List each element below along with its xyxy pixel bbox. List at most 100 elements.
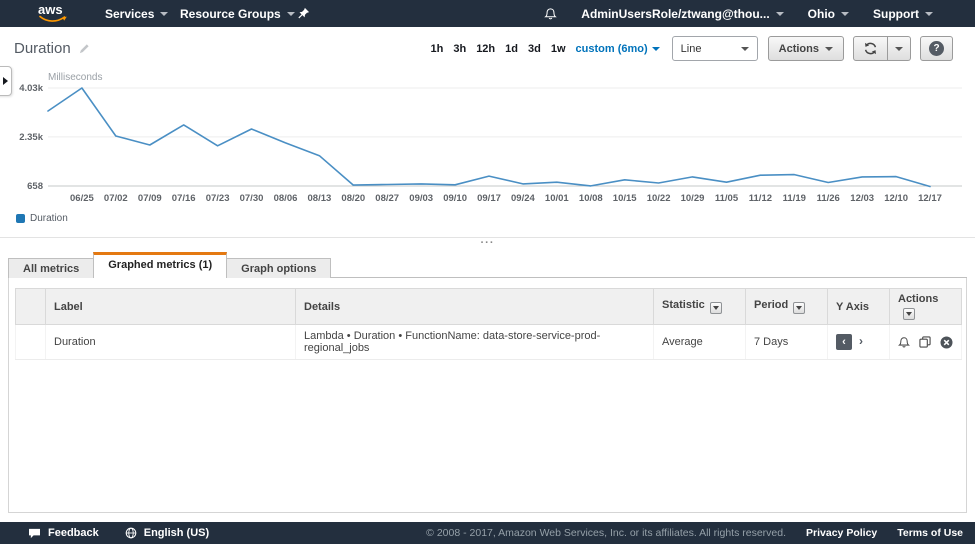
metric-title-text: Duration bbox=[14, 40, 71, 57]
column-header-label: Label bbox=[46, 289, 296, 325]
column-header-actions: Actions bbox=[890, 289, 962, 325]
svg-text:10/22: 10/22 bbox=[647, 193, 671, 204]
actions-button-label: Actions bbox=[779, 43, 819, 55]
pin-icon bbox=[297, 7, 310, 20]
svg-text:09/03: 09/03 bbox=[409, 193, 433, 204]
column-header-swatch bbox=[16, 289, 46, 325]
svg-text:08/20: 08/20 bbox=[341, 193, 365, 204]
tab-graphed-metrics[interactable]: Graphed metrics (1) bbox=[93, 252, 227, 278]
language-selector[interactable]: English (US) bbox=[125, 527, 209, 539]
actions-filter-icon[interactable] bbox=[903, 308, 915, 320]
svg-text:10/08: 10/08 bbox=[579, 193, 603, 204]
edit-pencil-icon[interactable] bbox=[79, 43, 90, 54]
time-range-1h[interactable]: 1h bbox=[431, 43, 444, 55]
time-range-1w[interactable]: 1w bbox=[551, 43, 566, 55]
duplicate-icon[interactable] bbox=[919, 336, 931, 348]
custom-time-range-button[interactable]: custom (6mo) bbox=[576, 43, 660, 55]
metrics-tabbar: All metricsGraphed metrics (1)Graph opti… bbox=[8, 255, 967, 278]
svg-text:09/24: 09/24 bbox=[511, 193, 535, 204]
account-menu[interactable]: AdminUsersRole/ztwang@thou... bbox=[581, 0, 783, 27]
metric-period-cell[interactable]: 7 Days bbox=[746, 325, 828, 360]
legend-color-swatch bbox=[16, 214, 25, 223]
svg-text:12/03: 12/03 bbox=[850, 193, 874, 204]
legend-label: Duration bbox=[30, 213, 68, 224]
page-title: Duration bbox=[14, 40, 90, 57]
time-range-12h[interactable]: 12h bbox=[476, 43, 495, 55]
nav-services-menu[interactable]: Services bbox=[105, 0, 168, 27]
chevron-down-icon bbox=[741, 47, 749, 51]
support-menu[interactable]: Support bbox=[873, 0, 933, 27]
svg-text:09/10: 09/10 bbox=[443, 193, 467, 204]
nav-pin-shortcut[interactable] bbox=[297, 0, 310, 27]
svg-text:07/02: 07/02 bbox=[104, 193, 128, 204]
svg-text:10/15: 10/15 bbox=[613, 193, 637, 204]
svg-text:11/19: 11/19 bbox=[783, 193, 806, 204]
refresh-button[interactable] bbox=[853, 36, 888, 61]
metric-statistic-cell[interactable]: Average bbox=[654, 325, 746, 360]
help-button[interactable]: ? bbox=[920, 36, 953, 61]
graphed-metrics-panel: Label Details Statistic Period Y Axis Ac… bbox=[8, 278, 967, 513]
globe-icon bbox=[125, 527, 137, 539]
actions-dropdown-button[interactable]: Actions bbox=[768, 36, 844, 61]
graphed-metrics-table: Label Details Statistic Period Y Axis Ac… bbox=[15, 288, 962, 360]
chart-type-select[interactable]: Line bbox=[672, 36, 758, 61]
svg-text:Milliseconds: Milliseconds bbox=[48, 72, 102, 83]
page-footer: Feedback English (US) © 2008 - 2017, Ama… bbox=[0, 522, 975, 544]
create-alarm-icon[interactable] bbox=[898, 336, 910, 349]
metric-y-axis-cell: ‹› bbox=[828, 325, 890, 360]
bell-icon bbox=[544, 7, 557, 21]
time-range-3d[interactable]: 3d bbox=[528, 43, 541, 55]
svg-text:07/09: 07/09 bbox=[138, 193, 162, 204]
svg-text:12/17: 12/17 bbox=[918, 193, 942, 204]
table-header-row: Label Details Statistic Period Y Axis Ac… bbox=[16, 289, 962, 325]
time-range-3h[interactable]: 3h bbox=[453, 43, 466, 55]
footer-left-group: Feedback English (US) bbox=[28, 527, 209, 539]
period-filter-icon[interactable] bbox=[793, 302, 805, 314]
statistic-filter-icon[interactable] bbox=[710, 302, 722, 314]
refresh-icon bbox=[864, 42, 877, 55]
y-axis-left-button[interactable]: ‹ bbox=[836, 334, 852, 350]
svg-text:2.35k: 2.35k bbox=[19, 132, 43, 143]
duration-line-chart[interactable]: 4.03k2.35k658Milliseconds06/2507/0207/09… bbox=[0, 64, 975, 208]
custom-range-label: custom (6mo) bbox=[576, 43, 648, 55]
y-axis-right-button[interactable]: › bbox=[859, 334, 863, 348]
column-header-y-axis: Y Axis bbox=[828, 289, 890, 325]
svg-text:11/05: 11/05 bbox=[715, 193, 739, 204]
privacy-policy-link[interactable]: Privacy Policy bbox=[806, 527, 877, 539]
chart-legend-item-duration[interactable]: Duration bbox=[16, 213, 68, 224]
chevron-down-icon bbox=[841, 12, 849, 16]
metric-label-cell[interactable]: Duration bbox=[46, 325, 296, 360]
refresh-options-button[interactable] bbox=[888, 36, 911, 61]
aws-logo[interactable]: aws bbox=[38, 3, 68, 23]
notifications-button[interactable] bbox=[544, 0, 557, 27]
terms-of-use-link[interactable]: Terms of Use bbox=[897, 527, 963, 539]
speech-bubble-icon bbox=[28, 528, 41, 539]
top-navbar: aws Services Resource Groups bbox=[0, 0, 975, 27]
help-icon: ? bbox=[929, 41, 944, 56]
region-menu-label: Ohio bbox=[808, 7, 835, 21]
chevron-down-icon bbox=[825, 47, 833, 51]
support-menu-label: Support bbox=[873, 7, 919, 21]
svg-text:11/26: 11/26 bbox=[817, 193, 840, 204]
svg-text:658: 658 bbox=[27, 181, 43, 192]
feedback-button[interactable]: Feedback bbox=[28, 527, 99, 539]
nav-resource-groups-menu[interactable]: Resource Groups bbox=[180, 0, 295, 27]
chevron-down-icon bbox=[160, 12, 168, 16]
remove-metric-icon[interactable] bbox=[940, 336, 953, 349]
chevron-down-icon bbox=[652, 47, 660, 51]
feedback-label: Feedback bbox=[48, 527, 99, 539]
svg-text:08/27: 08/27 bbox=[375, 193, 399, 204]
svg-text:12/10: 12/10 bbox=[884, 193, 908, 204]
chevron-down-icon bbox=[925, 12, 933, 16]
svg-text:07/16: 07/16 bbox=[172, 193, 196, 204]
nav-services-label: Services bbox=[105, 7, 154, 21]
region-menu[interactable]: Ohio bbox=[808, 0, 849, 27]
chart-type-value: Line bbox=[681, 43, 702, 55]
panel-resize-handle[interactable]: ··· bbox=[0, 238, 975, 248]
svg-text:10/29: 10/29 bbox=[681, 193, 705, 204]
footer-right-group: © 2008 - 2017, Amazon Web Services, Inc.… bbox=[426, 527, 963, 539]
table-row: Duration Lambda • Duration • FunctionNam… bbox=[16, 325, 962, 360]
column-header-details: Details bbox=[296, 289, 654, 325]
copyright-text: © 2008 - 2017, Amazon Web Services, Inc.… bbox=[426, 527, 786, 539]
time-range-1d[interactable]: 1d bbox=[505, 43, 518, 55]
